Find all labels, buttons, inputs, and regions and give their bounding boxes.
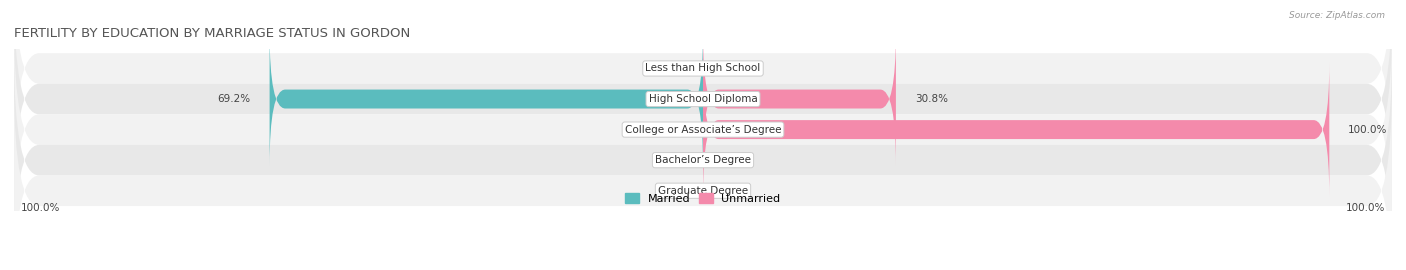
FancyBboxPatch shape [703, 63, 1329, 197]
Text: 0.0%: 0.0% [721, 63, 748, 73]
Text: 69.2%: 69.2% [218, 94, 250, 104]
FancyBboxPatch shape [14, 84, 1392, 270]
Text: College or Associate’s Degree: College or Associate’s Degree [624, 124, 782, 135]
Text: High School Diploma: High School Diploma [648, 94, 758, 104]
FancyBboxPatch shape [703, 32, 896, 166]
Text: Source: ZipAtlas.com: Source: ZipAtlas.com [1289, 11, 1385, 20]
Text: 0.0%: 0.0% [721, 155, 748, 165]
Text: Graduate Degree: Graduate Degree [658, 186, 748, 196]
Text: 0.0%: 0.0% [658, 155, 685, 165]
Text: 100.0%: 100.0% [1347, 204, 1386, 214]
FancyBboxPatch shape [270, 32, 703, 166]
FancyBboxPatch shape [14, 0, 1392, 206]
FancyBboxPatch shape [14, 23, 1392, 237]
Text: 0.0%: 0.0% [658, 186, 685, 196]
Text: 0.0%: 0.0% [658, 63, 685, 73]
Text: 0.0%: 0.0% [721, 186, 748, 196]
Legend: Married, Unmarried: Married, Unmarried [621, 189, 785, 208]
Text: Bachelor’s Degree: Bachelor’s Degree [655, 155, 751, 165]
FancyBboxPatch shape [14, 53, 1392, 267]
Text: FERTILITY BY EDUCATION BY MARRIAGE STATUS IN GORDON: FERTILITY BY EDUCATION BY MARRIAGE STATU… [14, 28, 411, 40]
Text: Less than High School: Less than High School [645, 63, 761, 73]
FancyBboxPatch shape [14, 0, 1392, 176]
Text: 100.0%: 100.0% [20, 204, 59, 214]
Text: 30.8%: 30.8% [915, 94, 948, 104]
Text: 0.0%: 0.0% [658, 124, 685, 135]
Text: 100.0%: 100.0% [1348, 124, 1388, 135]
